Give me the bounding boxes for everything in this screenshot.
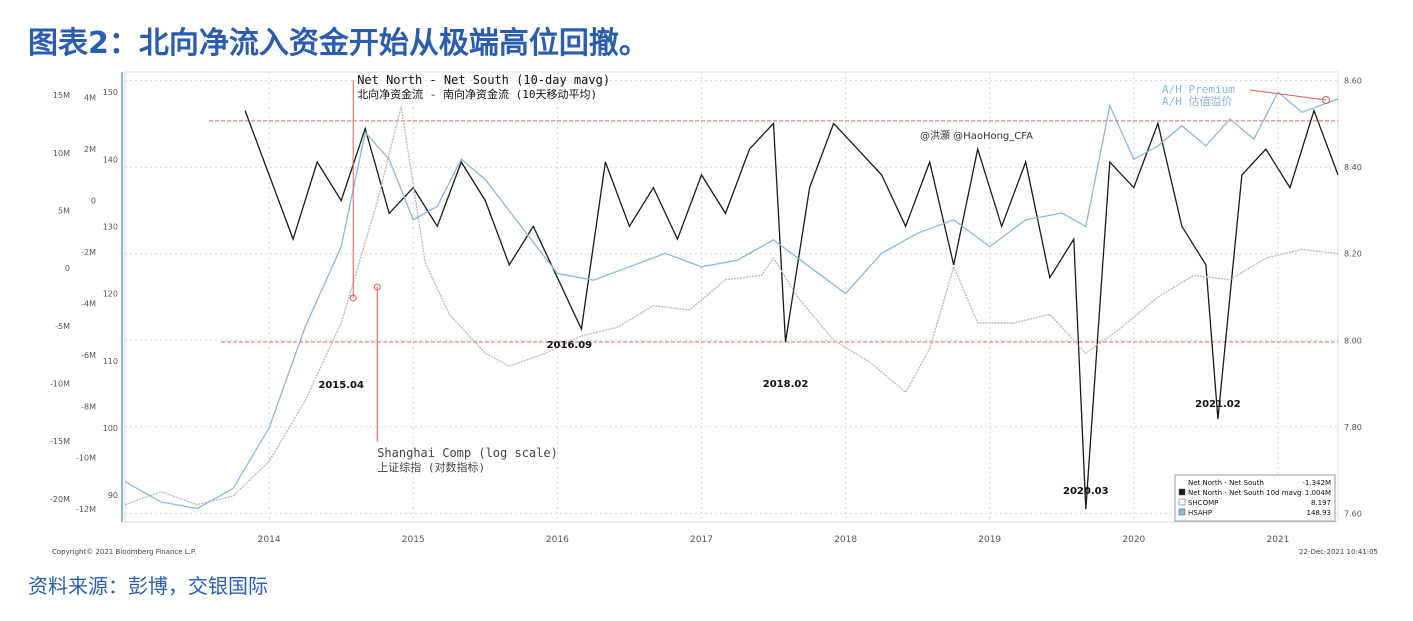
left-inner-tick-label: 110	[103, 357, 118, 366]
watermark: @洪灝 @HaoHong_CFA	[920, 130, 1033, 142]
left-outer-tick-label: -20M	[50, 495, 70, 504]
left-outer-tick-label: 15M	[53, 91, 70, 100]
legend-label: HSAHP	[1188, 509, 1212, 517]
legend-swatch	[1178, 508, 1186, 516]
event-label: 2015.04	[318, 380, 364, 391]
annotation-ah-cn: A/H 估值溢价	[1162, 94, 1233, 108]
x-tick-label: 2014	[258, 535, 281, 545]
legend-value: 1.004M	[1305, 489, 1331, 497]
annotation-ah-en: A/H Premium	[1162, 83, 1235, 96]
annotation-marker	[349, 294, 357, 302]
legend-value: -1.342M	[1302, 479, 1331, 487]
right-axis-tick-label: 8.40	[1344, 163, 1362, 172]
left-mid-tick-label: -10M	[76, 454, 96, 463]
legend-swatch	[1178, 488, 1186, 496]
annotation-north-south-en: Net North - Net South (10-day mavg)	[357, 73, 610, 87]
left-outer-tick-label: 10M	[53, 149, 70, 158]
shcomp-line	[124, 106, 1339, 506]
left-inner-tick-label: 150	[103, 88, 118, 97]
left-mid-tick-label: 4M	[84, 94, 96, 103]
annotation-shcomp-cn: 上证综指 (对数指标)	[377, 460, 485, 474]
chart-container: 2014 2015 2016 2017 2018 2019 2020 2021 8.60 8.40…	[50, 62, 1380, 562]
left-outer-tick-label: 0	[65, 264, 70, 273]
legend-label: SHCOMP	[1188, 499, 1218, 507]
legend-value: 8.197	[1311, 499, 1331, 507]
left-mid-tick-label: -2M	[81, 248, 96, 257]
annotation-marker	[1321, 96, 1330, 104]
annotation-marker	[373, 283, 381, 291]
legend-swatch	[1178, 498, 1186, 506]
x-tick-label: 2019	[978, 535, 1001, 545]
copyright-text: Copyright© 2021 Bloomberg Finance L.P.	[52, 548, 196, 556]
event-label: 2018.02	[763, 379, 809, 390]
left-outer-tick-label: -15M	[50, 437, 70, 446]
legend-box	[1174, 474, 1336, 522]
right-axis-tick-label: 8.60	[1344, 77, 1362, 86]
left-mid-tick-label: 0	[91, 197, 96, 206]
left-mid-tick-label: -6M	[81, 351, 96, 360]
left-inner-tick-label: 90	[108, 491, 118, 500]
event-label: 2020.03	[1063, 486, 1109, 497]
left-inner-tick-label: 120	[103, 290, 118, 299]
x-tick-label: 2015	[402, 535, 425, 545]
plot-area	[124, 71, 1339, 523]
left-inner-tick-label: 130	[103, 222, 118, 231]
left-inner-tick-label: 140	[103, 155, 118, 164]
x-tick-label: 2020	[1122, 535, 1145, 545]
x-tick-label: 2017	[690, 535, 713, 545]
annotation-pointer	[1249, 89, 1327, 101]
x-tick-label: 2016	[546, 535, 569, 545]
left-mid-tick-label: -8M	[81, 402, 96, 411]
legend-label: Net North - Net South	[1188, 479, 1264, 487]
left-outer-tick-label: -10M	[50, 380, 70, 389]
right-axis-tick-label: 8.20	[1344, 250, 1362, 259]
legend-value: 148.93	[1307, 509, 1332, 517]
timestamp-text: 22-Dec-2021 10:41:05	[1299, 548, 1378, 556]
right-axis-tick-label: 7.80	[1344, 423, 1362, 432]
left-inner-tick-label: 100	[103, 424, 118, 433]
event-label: 2016.09	[547, 340, 593, 351]
right-axis-tick-label: 7.60	[1344, 509, 1362, 518]
chart-svg: 2014 2015 2016 2017 2018 2019 2020 2021 8.60 8.40…	[50, 71, 1378, 556]
left-mid-tick-label: -4M	[81, 299, 96, 308]
left-mid-tick-label: 2M	[84, 145, 96, 154]
left-mid-tick-label: -12M	[76, 505, 96, 514]
legend-label: Net North - Net South 10d mavg	[1188, 489, 1301, 497]
annotation-shcomp-en: Shanghai Comp (log scale)	[377, 446, 558, 460]
page-title: 图表2：北向净流入资金开始从极端高位回撤。	[28, 26, 649, 61]
net-north-net-south-10d-mavg-line	[244, 108, 1339, 510]
x-tick-label: 2018	[834, 535, 857, 545]
x-tick-label: 2021	[1266, 535, 1289, 545]
left-outer-tick-label: -5M	[55, 322, 70, 331]
annotation-north-south-cn: 北向净资金流 - 南向净资金流 (10天移动平均)	[357, 87, 597, 101]
right-axis-tick-label: 8.00	[1344, 336, 1362, 345]
source-note: 资料来源：彭博，交银国际	[28, 574, 268, 598]
left-outer-tick-label: 5M	[58, 206, 70, 215]
event-label: 2021.02	[1195, 399, 1241, 410]
